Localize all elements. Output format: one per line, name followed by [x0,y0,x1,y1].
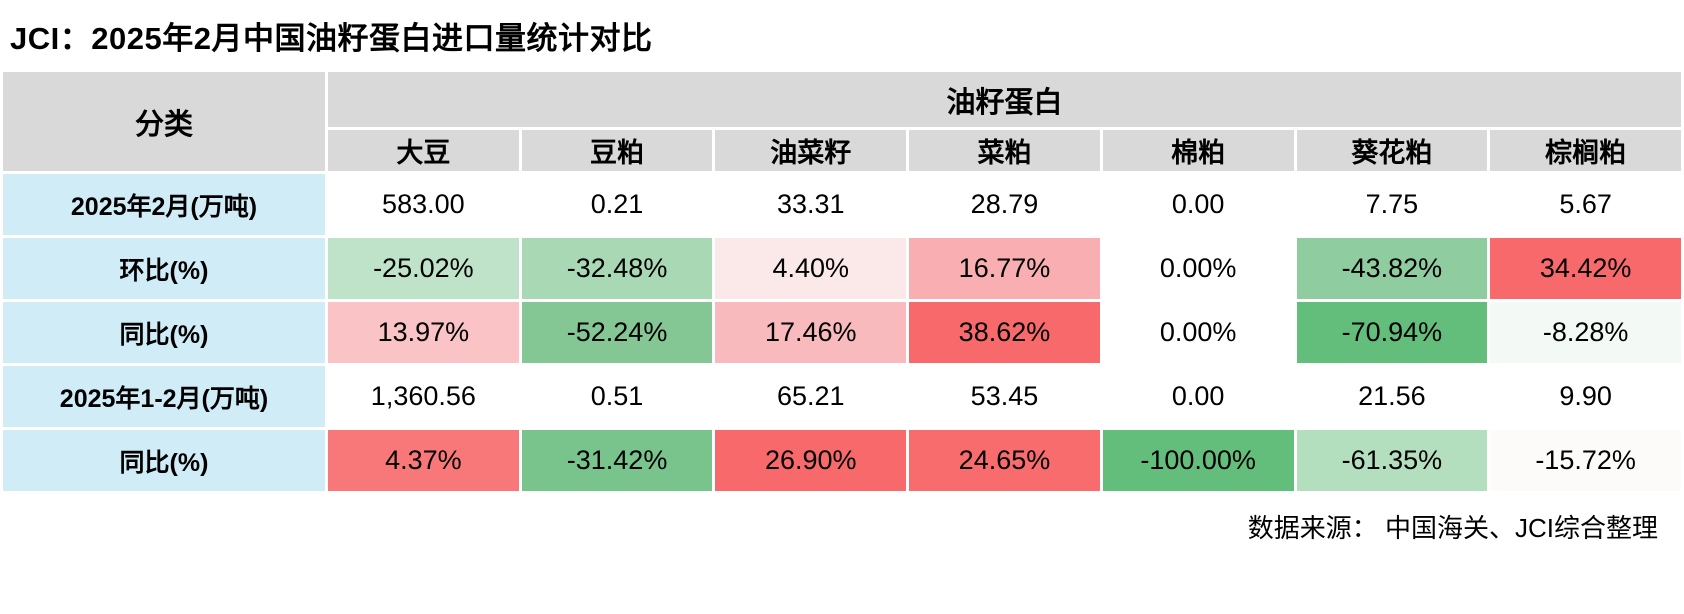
row-label: 2025年2月(万吨) [0,171,328,238]
table-cell: -70.94% [1293,299,1491,366]
group-header-row: 分类 油籽蛋白 [0,69,1684,174]
import-stats-table: 分类 油籽蛋白 大豆 豆粕 油菜籽 菜粕 棉粕 葵花粕 棕榈粕 2025年2月(… [0,69,1684,494]
column-header-soybean: 大豆 [325,127,522,174]
table-cell: 38.62% [906,299,1103,366]
table-cell: 53.45 [906,363,1103,430]
row-label: 环比(%) [0,235,328,302]
table-cell: -100.00% [1099,427,1297,494]
page: JCI：2025年2月中国油籽蛋白进口量统计对比 分类 油籽蛋白 大豆 豆粕 油… [0,21,1684,543]
table-cell: 24.65% [906,427,1103,494]
table-cell: 0.00 [1099,171,1297,238]
row-label: 同比(%) [0,427,328,494]
column-header-rapemeal: 菜粕 [906,127,1103,174]
table-cell: -43.82% [1293,235,1491,302]
page-title: JCI：2025年2月中国油籽蛋白进口量统计对比 [10,21,653,56]
table-cell: 5.67 [1487,171,1684,238]
column-header-sunflowermeal: 葵花粕 [1293,127,1491,174]
table-cell: -61.35% [1293,427,1491,494]
table-cell: 4.40% [712,235,910,302]
row-label: 2025年1-2月(万吨) [0,363,328,430]
table-cell: -31.42% [518,427,716,494]
corner-header: 分类 [0,69,328,174]
column-header-cottonmeal: 棉粕 [1099,127,1297,174]
table-cell: 65.21 [712,363,910,430]
table-row-mom-change: 环比(%) -25.02% -32.48% 4.40% 16.77% 0.00%… [0,235,1684,302]
table-cell: 34.42% [1487,235,1684,302]
table-cell: 0.51 [518,363,716,430]
table-cell: -32.48% [518,235,716,302]
table-cell: 33.31 [712,171,910,238]
table-cell: 0.00% [1099,299,1297,366]
table-row-jan-feb-volume: 2025年1-2月(万吨) 1,360.56 0.51 65.21 53.45 … [0,363,1684,430]
table-cell: 28.79 [906,171,1103,238]
table-cell: 13.97% [325,299,522,366]
table-row-feb-volume: 2025年2月(万吨) 583.00 0.21 33.31 28.79 0.00… [0,171,1684,238]
table-cell: 1,360.56 [325,363,522,430]
column-header-row: 大豆 豆粕 油菜籽 菜粕 棉粕 葵花粕 棕榈粕 [2,127,1684,174]
table-cell: 16.77% [906,235,1103,302]
column-header-rapeseed: 油菜籽 [712,127,910,174]
table-cell: 21.56 [1293,363,1491,430]
row-label: 同比(%) [0,299,328,366]
table-cell: 26.90% [712,427,910,494]
data-source: 数据来源： 中国海关、JCI综合整理 [1247,513,1658,543]
column-header-palmmeal: 棕榈粕 [1487,127,1684,174]
table-cell: -8.28% [1487,299,1684,366]
table-cell: 17.46% [712,299,910,366]
table-row-yoy-change-feb: 同比(%) 13.97% -52.24% 17.46% 38.62% 0.00%… [0,299,1684,366]
group-header: 油籽蛋白 [325,69,1684,130]
table-cell: 4.37% [325,427,522,494]
table-cell: 7.75 [1293,171,1491,238]
table-cell: -52.24% [518,299,716,366]
table-cell: 0.00 [1099,363,1297,430]
table-cell: -15.72% [1487,427,1684,494]
table-cell: 0.00% [1099,235,1297,302]
table-cell: 0.21 [518,171,716,238]
table-cell: 9.90 [1487,363,1684,430]
table-cell: -25.02% [325,235,522,302]
column-header-soymeal: 豆粕 [518,127,716,174]
table-cell: 583.00 [325,171,522,238]
table-row-yoy-change-jan-feb: 同比(%) 4.37% -31.42% 26.90% 24.65% -100.0… [0,427,1684,494]
